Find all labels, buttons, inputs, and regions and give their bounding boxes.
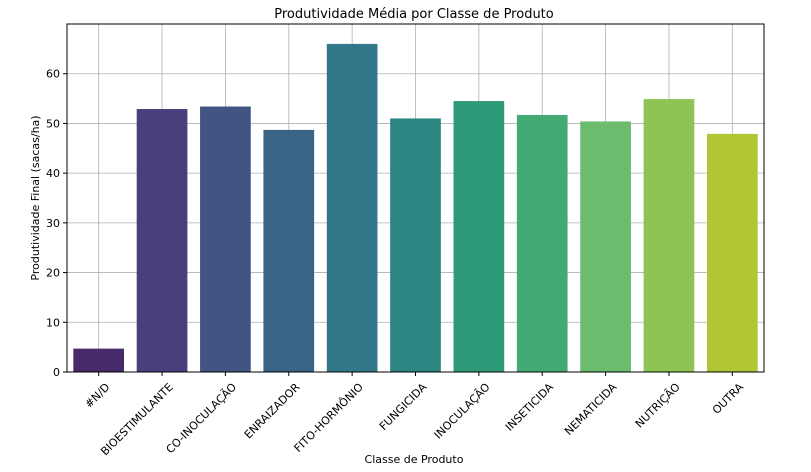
x-tick-label: FUNGICIDA [377,380,430,433]
y-axis-title: Produtividade Final (sacas/ha) [29,115,42,280]
bar-nutri-o [643,99,695,372]
x-tick-label: NEMATICIDA [562,380,620,438]
x-tick-label: CO-INOCULAÇÃO [164,380,240,456]
bar-bioestimulante [136,109,188,373]
chart-title: Produtividade Média por Classe de Produt… [274,7,554,22]
x-tick-label: INOCULAÇÃO [432,380,493,441]
x-tick-label: INSETICIDA [503,380,556,433]
x-tick-label: #N/D [82,381,112,411]
bars [73,43,758,373]
x-tick-label: NUTRIÇÃO [633,380,683,430]
x-tick-label: FITO-HORMÔNIO [292,380,367,455]
y-axis: 0 10 20 30 40 50 60 [46,68,67,379]
y-tick-label: 10 [46,316,60,329]
bar-fungicida [390,118,441,372]
bar-co-inocula-o [200,106,251,373]
x-tick-label: ENRAIZADOR [242,380,303,441]
x-tick-label: OUTRA [710,380,747,417]
x-axis-title: Classe de Produto [365,453,464,466]
y-tick-label: 0 [53,366,60,379]
y-tick-label: 20 [46,267,60,280]
bar-fito-horm-nio [326,43,378,373]
y-tick-label: 40 [46,167,60,180]
y-tick-label: 30 [46,217,60,230]
bar-inseticida [516,114,568,372]
bar-nematicida [580,121,631,372]
y-tick-label: 50 [46,117,60,130]
y-tick-label: 60 [46,68,60,81]
bar-outra [706,133,758,372]
bar-inocula-o [453,101,505,373]
bar-n-d [73,348,125,372]
bar-enraizador [263,129,315,372]
